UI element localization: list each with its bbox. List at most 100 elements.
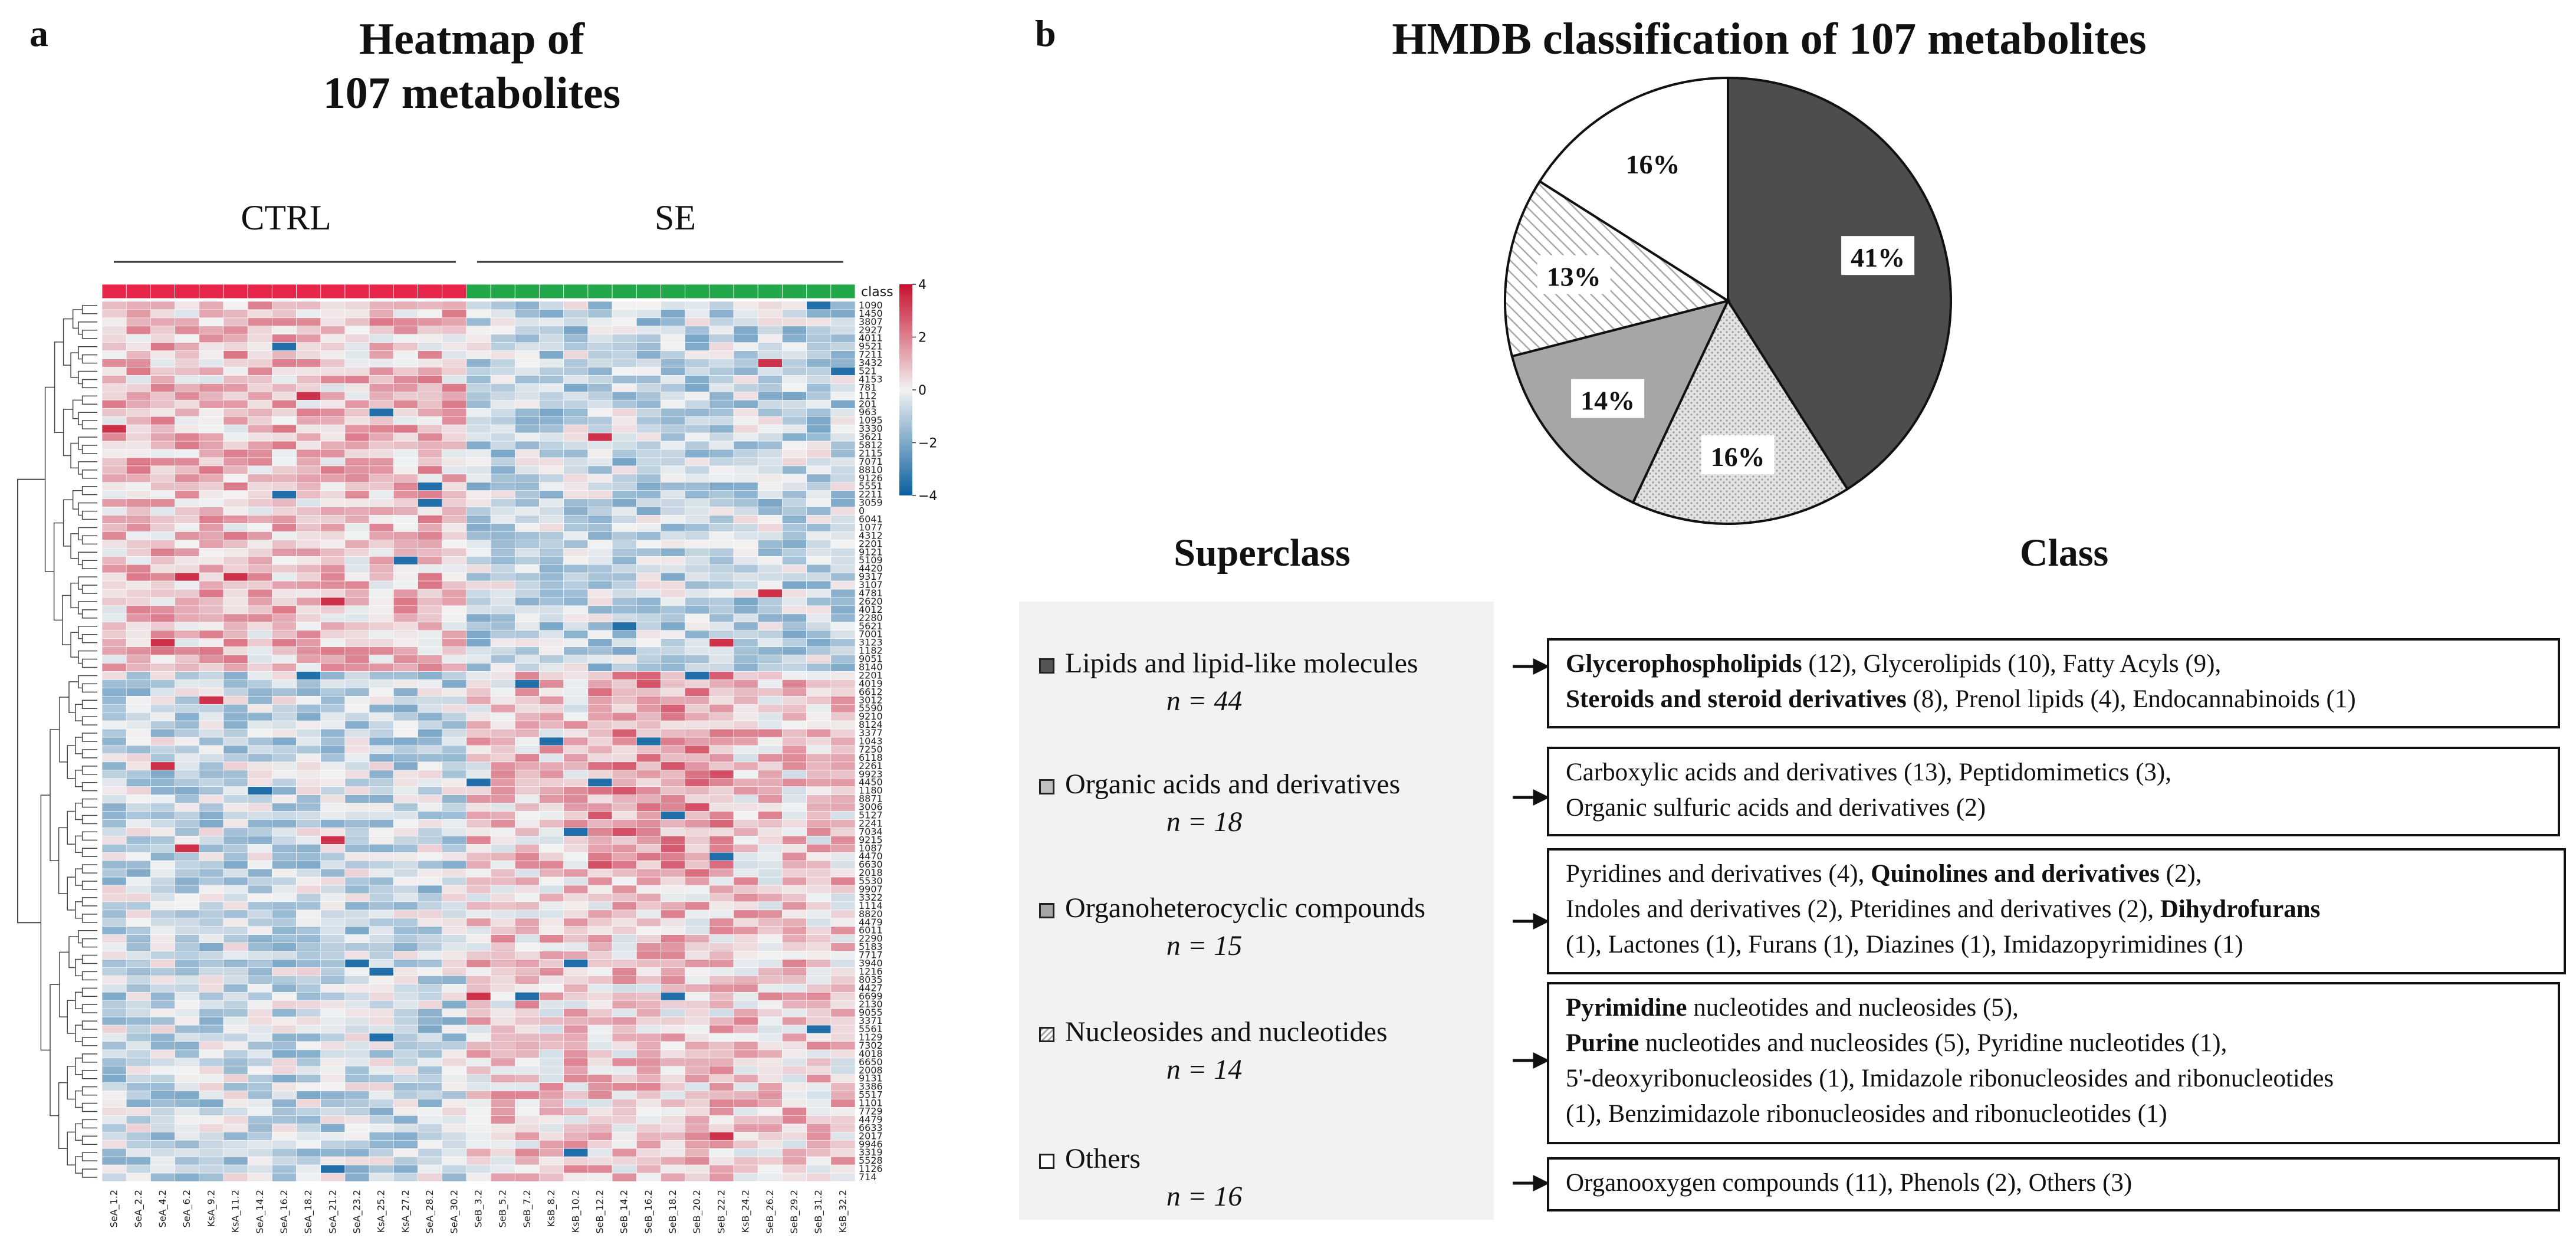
heatmap-cell (636, 1107, 661, 1116)
heatmap-cell (150, 737, 175, 746)
heatmap-cell (199, 408, 224, 417)
heatmap-cell (757, 1124, 783, 1132)
heatmap-cell (806, 1082, 832, 1091)
heatmap-cell (150, 375, 175, 384)
dendro-branch (81, 987, 97, 997)
heatmap-cell (150, 819, 175, 828)
heatmap-cell (466, 613, 491, 623)
heatmap-cell (126, 490, 151, 499)
heatmap-cell (320, 309, 346, 319)
heatmap-cell (175, 392, 200, 400)
heatmap-cell (150, 432, 175, 442)
heatmap-cell (709, 630, 734, 639)
heatmap-cell (442, 580, 467, 590)
heatmap-cell (199, 580, 224, 590)
heatmap-cell (709, 836, 734, 845)
column-label: SeB_7.2 (521, 1190, 533, 1227)
heatmap-cell (126, 613, 151, 623)
heatmap-cell (199, 761, 224, 771)
heatmap-cell (636, 803, 661, 812)
heatmap-cell (418, 1008, 443, 1017)
heatmap-cell (442, 712, 467, 721)
heatmap-cell (636, 638, 661, 647)
heatmap-cell (782, 1091, 807, 1099)
heatmap-cell (806, 1091, 832, 1099)
heatmap-cell (733, 843, 758, 853)
heatmap-cell (563, 1074, 589, 1083)
heatmap-cell (101, 1008, 127, 1017)
heatmap-cell (661, 794, 685, 803)
heatmap-cell (685, 474, 710, 483)
heatmap-cell (466, 424, 491, 434)
heatmap-cell (418, 326, 443, 335)
heatmap-cell (466, 1115, 491, 1124)
heatmap-cell (636, 918, 661, 927)
heatmap-cell (150, 967, 175, 976)
heatmap-cell (126, 540, 151, 549)
heatmap-cell (223, 885, 248, 894)
heatmap-cell (806, 589, 832, 598)
heatmap-cell (393, 1066, 418, 1075)
heatmap-cell (636, 828, 661, 836)
heatmap-cell (247, 1033, 272, 1042)
dendro-branch (81, 1070, 97, 1079)
heatmap-cell (733, 671, 758, 680)
heatmap-cell (272, 1124, 297, 1132)
heatmap-cell (636, 580, 661, 590)
heatmap-cell (272, 523, 297, 532)
heatmap-cell (685, 630, 710, 639)
heatmap-cell (101, 1156, 127, 1165)
heatmap-cell (369, 564, 394, 573)
heatmap-cell (661, 836, 685, 845)
superclass-hetero-n: n = 15 (1166, 930, 1243, 961)
heatmap-cell (418, 984, 443, 993)
heatmap-cell (418, 1058, 443, 1067)
heatmap-cell (587, 959, 613, 968)
heatmap-cell (563, 301, 589, 310)
heatmap-cell (782, 630, 807, 639)
heatmap-cell (101, 1025, 127, 1034)
heatmap-cell (320, 1025, 346, 1034)
dendro-branch (81, 1086, 97, 1096)
heatmap-cell (369, 1041, 394, 1050)
heatmap-cell (199, 507, 224, 515)
heatmap-cell (782, 1082, 807, 1091)
heatmap-cell (296, 712, 321, 721)
heatmap-cell (636, 959, 661, 968)
heatmap-cell (830, 622, 856, 631)
heatmap-cell (150, 646, 175, 655)
heatmap-cell (466, 465, 491, 475)
heatmap-cell (320, 786, 346, 795)
heatmap-cell (175, 342, 200, 351)
heatmap-cell (247, 408, 272, 417)
heatmap-cell (539, 449, 564, 458)
heatmap-cell (272, 531, 297, 540)
heatmap-cell (296, 794, 321, 803)
heatmap-cell (685, 1033, 710, 1042)
heatmap-cell (685, 367, 710, 376)
heatmap-cell (175, 474, 200, 483)
heatmap-cell (490, 392, 515, 400)
heatmap-cell (247, 728, 272, 738)
heatmap-cell (685, 548, 710, 557)
heatmap-cell (150, 408, 175, 417)
heatmap-cell (830, 688, 856, 697)
heatmap-cell (150, 531, 175, 540)
heatmap-cell (757, 918, 783, 927)
heatmap-cell (223, 876, 248, 886)
heatmap-cell (733, 786, 758, 795)
heatmap-cell (733, 392, 758, 400)
heatmap-cell (223, 959, 248, 968)
class-pyrimidine: Pyrimidine (1566, 994, 1687, 1022)
heatmap-cell (344, 400, 370, 409)
heatmap-cell (636, 334, 661, 343)
heatmap-cell (782, 432, 807, 442)
heatmap-cell (175, 753, 200, 763)
dendro-branch (75, 802, 83, 820)
dendro-branch (75, 1123, 83, 1141)
dendro-branch (81, 469, 97, 479)
heatmap-cell (101, 671, 127, 680)
heatmap-cell (514, 786, 540, 795)
heatmap-cell (247, 1016, 272, 1026)
heatmap-cell (709, 984, 734, 993)
